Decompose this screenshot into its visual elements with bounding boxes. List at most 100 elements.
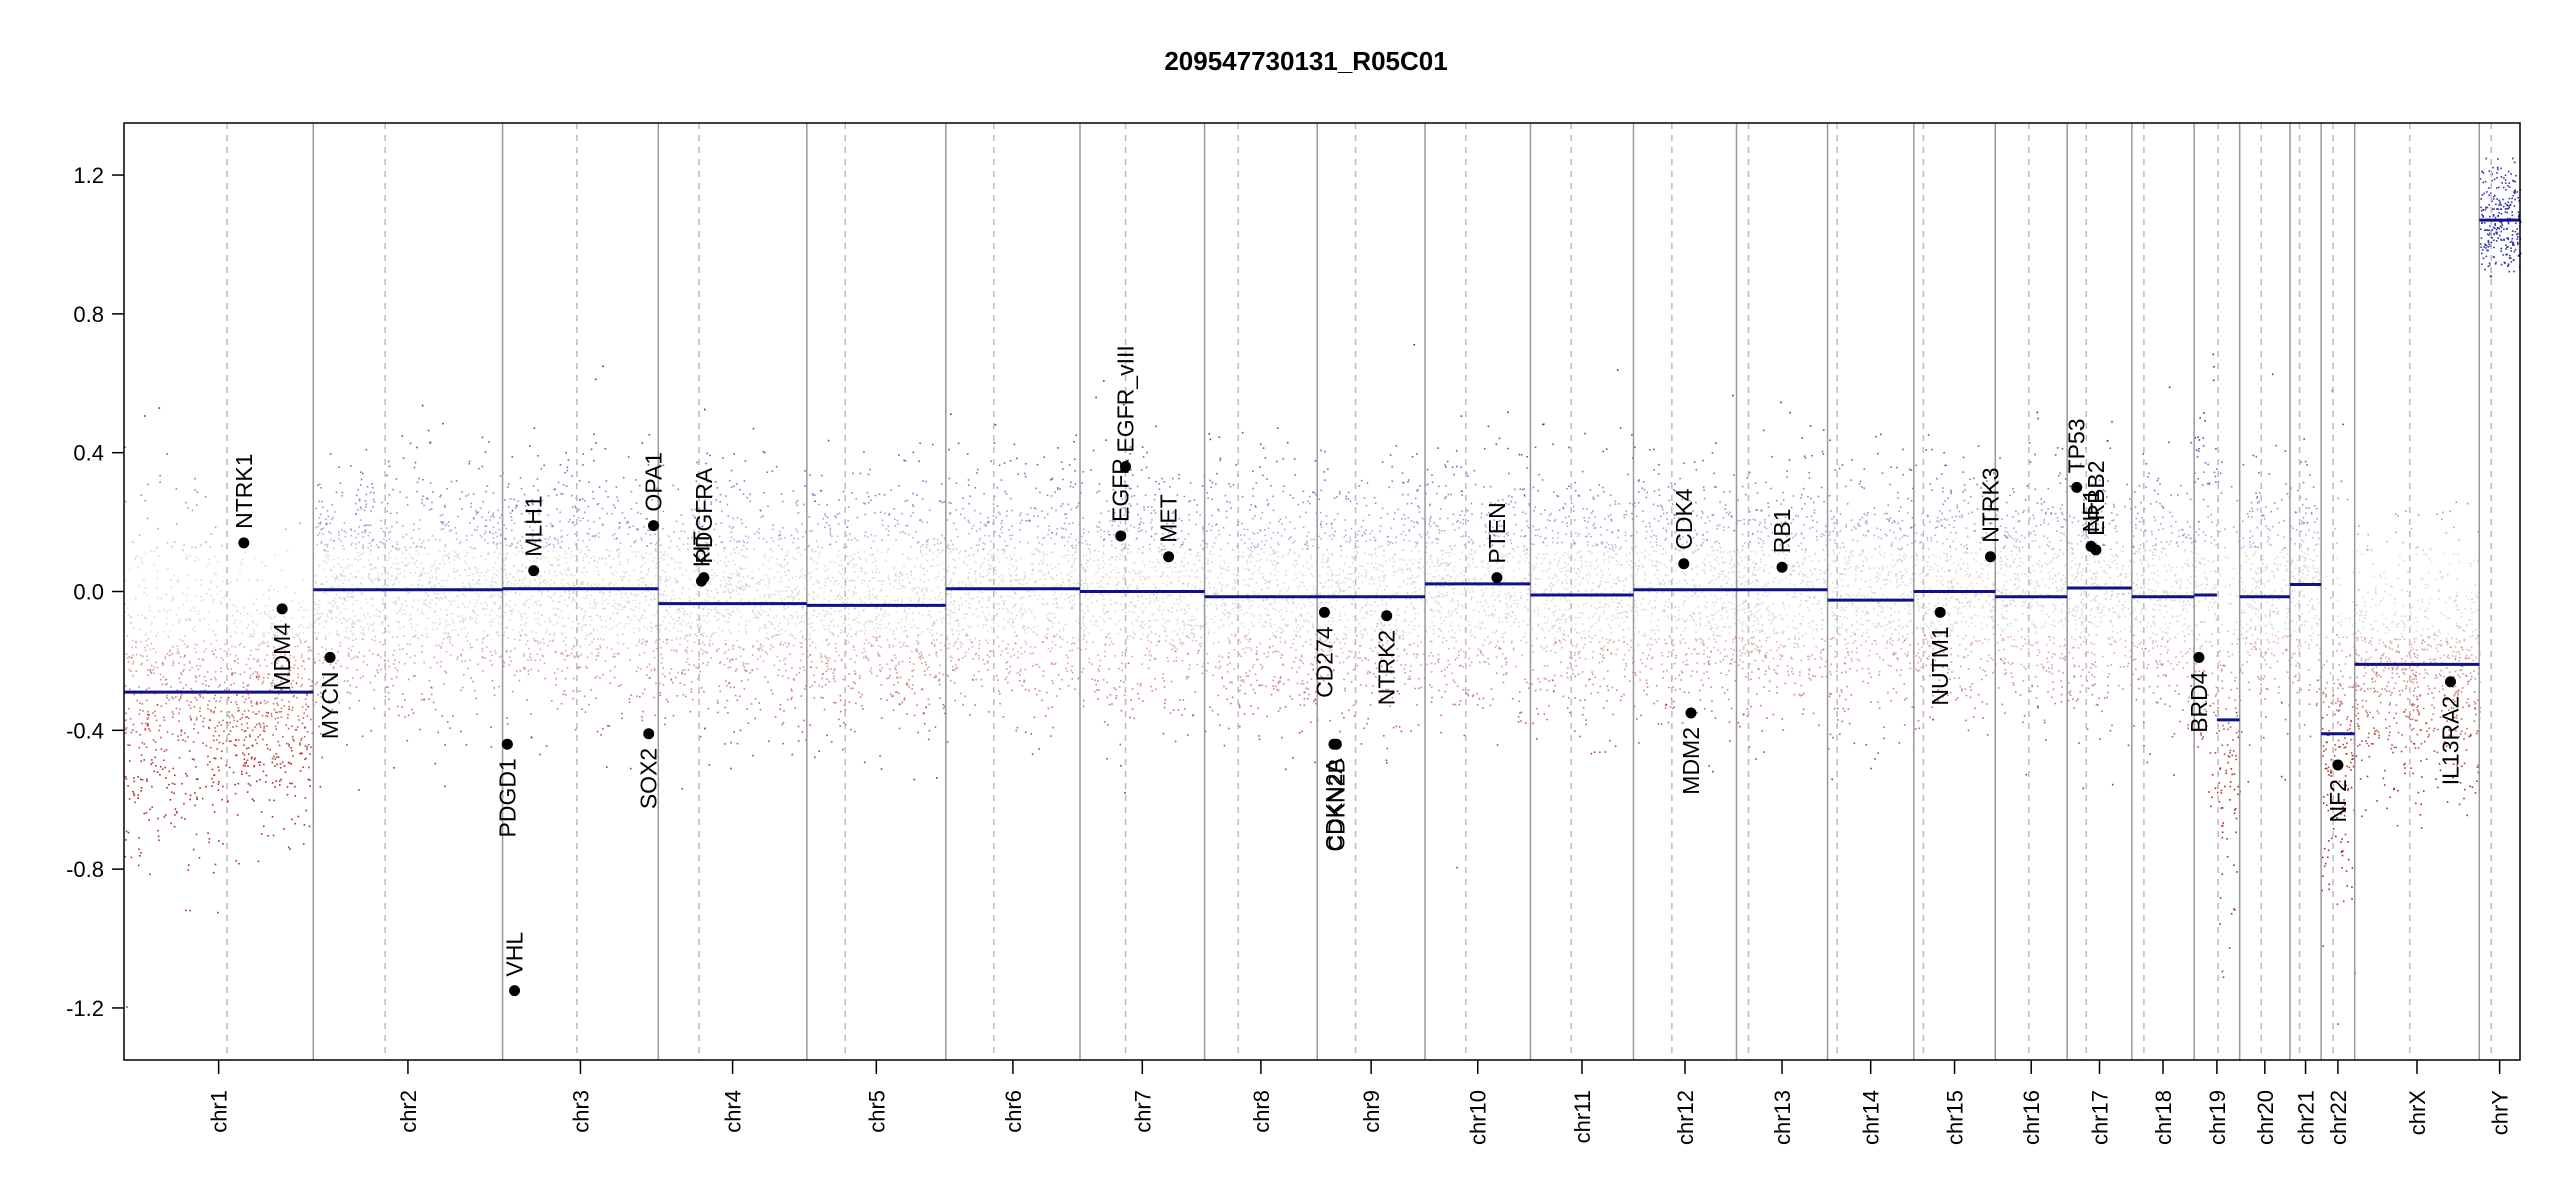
gene-point-EGFR_vIII	[1120, 461, 1132, 473]
chr-label-chr19: chr19	[2205, 1090, 2230, 1145]
gene-label-IL13RA2: IL13RA2	[2438, 696, 2464, 786]
probe-cloud-chr21	[2290, 438, 2323, 738]
probe-cloud-chr12	[1633, 394, 1738, 773]
gene-label-MET: MET	[1156, 494, 1182, 543]
probe-cloud-chr8	[1204, 427, 1319, 771]
gene-label-NF2: NF2	[2325, 779, 2351, 822]
gene-point-NUTM1	[1934, 606, 1946, 618]
gene-point-PTEN	[1491, 572, 1503, 584]
chr-label-chr7: chr7	[1130, 1090, 1155, 1133]
gene-point-MDM2	[1685, 707, 1697, 719]
chr-label-chr15: chr15	[1943, 1090, 1968, 1145]
chr-label-chr5: chr5	[864, 1090, 889, 1133]
gene-label-NF1: NF1	[2078, 489, 2104, 532]
chr-label-chr20: chr20	[2253, 1090, 2278, 1145]
chart-title: 209547730131_R05C01	[1164, 46, 1447, 76]
probe-cloud-chr4	[658, 408, 809, 790]
probe-cloud-chr11	[1530, 369, 1636, 755]
chromosome-boundaries	[226, 123, 2492, 1060]
chr-label-chr11: chr11	[1570, 1090, 1595, 1143]
gene-point-EGFR	[1115, 530, 1127, 542]
probe-cloud-chrY	[2479, 157, 2522, 278]
chr-label-chr16: chr16	[2019, 1090, 2044, 1145]
chr-label-chrY: chrY	[2488, 1090, 2513, 1136]
gene-label-NTRK3: NTRK3	[1977, 467, 2003, 542]
gene-point-NF2	[2332, 759, 2344, 771]
chr-label-chr18: chr18	[2151, 1090, 2176, 1145]
chr-label-chr2: chr2	[396, 1090, 421, 1133]
plot-frame	[123, 122, 2521, 1061]
gene-point-ERBB2	[2090, 544, 2102, 556]
gene-point-NTRK1	[238, 537, 250, 549]
gene-point-VHL	[509, 985, 521, 997]
y-tick-label: -0.8	[66, 857, 104, 882]
segment-lines	[124, 218, 2520, 736]
probe-cloud-chr22	[2321, 389, 2356, 1025]
y-tick-label: 0.0	[73, 580, 104, 605]
probe-cloud-chr9	[1317, 344, 1427, 764]
chr-label-chr12: chr12	[1673, 1090, 1698, 1145]
gene-label-MDM4: MDM4	[269, 623, 295, 691]
gene-annotations: NTRK1 MDM4 MYCN PDGD1 VHL MLH1 SOX2 OPA1 KITPDGF…	[231, 345, 2464, 997]
gene-point-MLH1	[528, 565, 540, 577]
gene-point-MET	[1163, 551, 1175, 563]
gene-label-MLH1: MLH1	[521, 495, 547, 556]
gene-point-NTRK3	[1984, 551, 1996, 563]
probe-cloud-chr20	[2239, 373, 2292, 783]
gene-point-NTRK2	[1381, 610, 1393, 622]
gene-label-VHL: VHL	[502, 932, 528, 977]
probe-cloud-chr15	[1914, 434, 1997, 736]
probe-cloud-chr14	[1827, 433, 1916, 781]
gene-point-PDGFRA	[698, 572, 710, 584]
probe-cloud-chr3	[502, 365, 660, 773]
probe-cloud-chr10	[1425, 411, 1532, 869]
chr-label-chr17: chr17	[2088, 1090, 2113, 1145]
gene-point-MYCN	[324, 651, 336, 663]
gene-label-CDK4: CDK4	[1671, 488, 1697, 550]
probe-cloud-chr5	[807, 439, 948, 781]
y-tick-label: -1.2	[66, 996, 104, 1021]
gene-label-RB1: RB1	[1769, 508, 1795, 553]
gene-label-EGFR_vIII: EGFR_vIII	[1113, 345, 1139, 452]
probe-cloud-chr2	[313, 404, 504, 791]
chr-label-chr10: chr10	[1466, 1090, 1491, 1145]
probe-cloud-chr6	[945, 413, 1082, 755]
gene-label-NUTM1: NUTM1	[1927, 626, 1953, 705]
gene-point-CDKN2B	[1330, 738, 1342, 750]
y-tick-label: -0.4	[66, 718, 104, 743]
probe-points	[124, 157, 2522, 1025]
probe-cloud-chr7	[1080, 380, 1206, 794]
gene-label-NTRK1: NTRK1	[231, 454, 257, 529]
x-axis: chr1 chr2 chr3 chr4 chr5 chr6 chr7 chr8 chr9 chr1…	[207, 1060, 2513, 1145]
chr-label-chr4: chr4	[721, 1090, 746, 1133]
y-axis: 1.2 0.8 0.4 0.0 -0.4 -0.8 -1.2	[66, 163, 124, 1021]
gene-label-MDM2: MDM2	[1678, 727, 1704, 795]
gene-point-BRD4	[2193, 651, 2205, 663]
gene-label-PDGFRA: PDGFRA	[691, 467, 717, 564]
gene-label-NTRK2: NTRK2	[1374, 630, 1400, 705]
probe-cloud-chrX	[2354, 501, 2481, 829]
probe-cloud-chr13	[1736, 401, 1829, 760]
y-tick-label: 1.2	[73, 163, 104, 188]
gene-label-ERBB2: ERBB2	[2083, 460, 2109, 535]
chr-label-chrX: chrX	[2405, 1090, 2430, 1136]
chr-label-chr13: chr13	[1770, 1090, 1795, 1145]
chr-label-chr9: chr9	[1359, 1090, 1384, 1133]
gene-point-CDK4	[1678, 558, 1690, 570]
gene-label-CDKN2A: CDKN2A	[1321, 758, 1347, 852]
gene-point-CD274	[1318, 606, 1330, 618]
chr-label-chr21: chr21	[2294, 1090, 2319, 1145]
chr-label-chr1: chr1	[207, 1090, 232, 1133]
gene-label-SOX2: SOX2	[636, 748, 662, 809]
y-tick-label: 0.4	[73, 441, 104, 466]
gene-point-RB1	[1776, 561, 1788, 573]
chr-label-chr3: chr3	[568, 1090, 593, 1133]
chr-label-chr22: chr22	[2326, 1090, 2351, 1145]
gene-label-CDKN2B: CDKN2B	[1323, 758, 1349, 851]
gene-label-MYCN: MYCN	[317, 671, 343, 739]
probe-cloud-chr19	[2194, 353, 2242, 979]
gene-label-PDGD1: PDGD1	[494, 758, 520, 837]
probe-cloud-chr1	[124, 407, 315, 1008]
gene-label-KIT: KIT	[688, 531, 714, 567]
